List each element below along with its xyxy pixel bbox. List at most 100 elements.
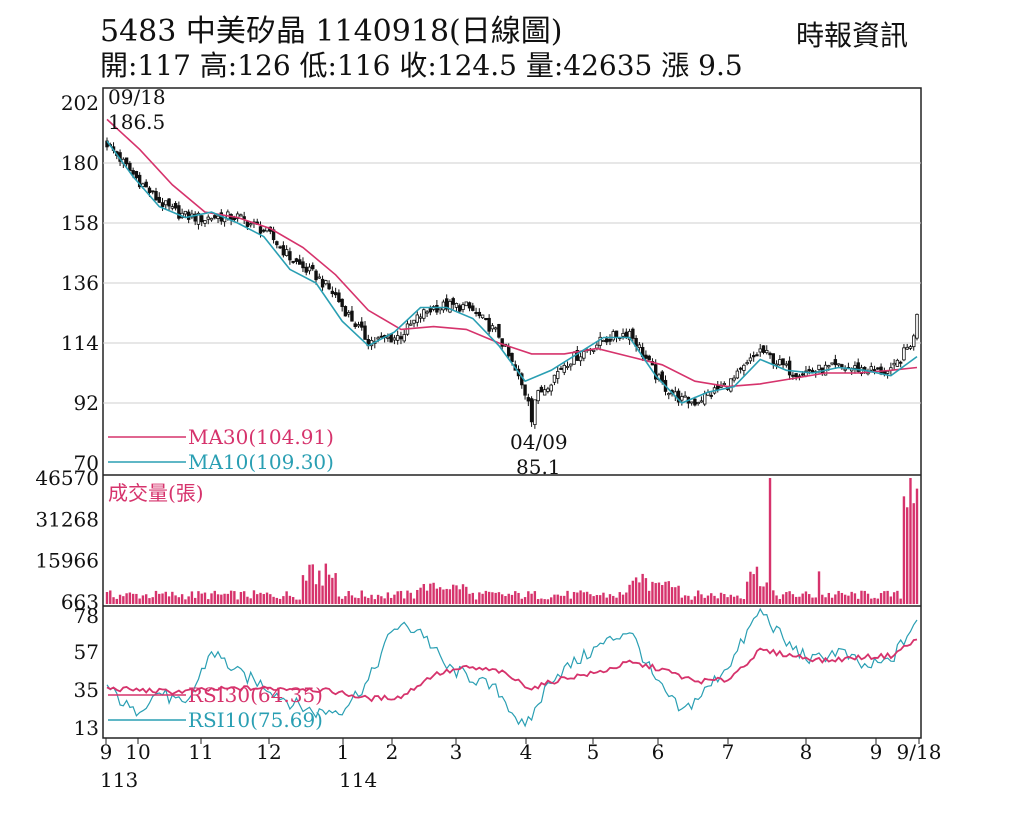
volume-bar bbox=[710, 593, 713, 604]
volume-bar bbox=[406, 590, 409, 604]
candle-body bbox=[895, 359, 900, 367]
candle-body bbox=[363, 325, 367, 340]
candle-body bbox=[196, 212, 201, 225]
candle-body bbox=[523, 384, 527, 396]
candle-body bbox=[703, 393, 707, 405]
volume-bar bbox=[324, 563, 328, 604]
volume-bar bbox=[491, 592, 494, 604]
candle-body bbox=[346, 312, 351, 315]
candle-body bbox=[262, 229, 266, 232]
volume-bar bbox=[693, 596, 697, 604]
candle-body bbox=[477, 311, 482, 317]
candle-body bbox=[157, 196, 161, 203]
candle-body bbox=[258, 226, 263, 234]
volume-bar bbox=[576, 592, 579, 604]
plot-frame bbox=[102, 87, 922, 739]
volume-bar bbox=[487, 591, 491, 604]
x-tick-label: 9 bbox=[870, 740, 883, 764]
volume-bar bbox=[360, 590, 363, 604]
volume-bar bbox=[572, 591, 576, 604]
volume-bar bbox=[497, 592, 501, 604]
volume-tick-label: 663 bbox=[61, 590, 99, 614]
volume-bar bbox=[314, 584, 318, 604]
candle-body bbox=[209, 217, 214, 221]
rsi-tick-label: 78 bbox=[74, 604, 99, 628]
volume-bar bbox=[883, 591, 886, 604]
volume-bar bbox=[824, 597, 827, 604]
volume-bar bbox=[432, 582, 435, 604]
volume-bar bbox=[896, 590, 899, 604]
volume-bar bbox=[559, 595, 563, 604]
volume-bar bbox=[262, 594, 265, 604]
volume-bar bbox=[389, 597, 393, 604]
candle-body bbox=[856, 362, 860, 372]
volume-bar bbox=[840, 592, 844, 604]
candle-body bbox=[667, 393, 671, 396]
volume-bar bbox=[308, 564, 311, 604]
y-tick-label: 158 bbox=[61, 211, 99, 235]
volume-bar bbox=[817, 571, 821, 604]
volume-bar bbox=[180, 594, 184, 604]
volume-bar bbox=[291, 597, 295, 604]
volume-bar bbox=[226, 593, 230, 604]
volume-bar bbox=[109, 590, 112, 604]
x-tick-label: 8 bbox=[800, 740, 813, 764]
volume-bar bbox=[507, 593, 510, 604]
volume-bar bbox=[589, 594, 592, 604]
candle-body bbox=[151, 190, 155, 193]
volume-bar bbox=[801, 593, 804, 604]
candle-body bbox=[755, 354, 759, 357]
candle-body bbox=[317, 276, 321, 279]
volume-bar bbox=[272, 596, 275, 604]
x-tick-label: 5 bbox=[587, 740, 600, 764]
candle-body bbox=[654, 364, 658, 380]
candle-body bbox=[235, 213, 240, 219]
volume-bar bbox=[713, 595, 716, 604]
volume-bar bbox=[363, 596, 367, 604]
volume-bar bbox=[167, 596, 171, 604]
candle-body bbox=[627, 330, 632, 341]
candle-body bbox=[529, 398, 534, 423]
volume-bar bbox=[647, 590, 651, 604]
candle-body bbox=[611, 331, 615, 341]
candle-body bbox=[699, 400, 704, 403]
candle-body bbox=[898, 361, 903, 364]
volume-bar bbox=[631, 580, 635, 604]
volume-bar bbox=[122, 596, 125, 604]
volume-bar bbox=[811, 597, 814, 604]
candle-body bbox=[164, 200, 168, 206]
volume-bar bbox=[236, 599, 239, 604]
candle-body bbox=[203, 220, 207, 224]
volume-bar bbox=[700, 594, 703, 604]
volume-bar bbox=[857, 598, 860, 604]
candle-body bbox=[729, 378, 733, 392]
volume-bar bbox=[585, 591, 589, 604]
candle-body bbox=[771, 353, 775, 365]
year-label: 114 bbox=[339, 768, 377, 792]
candle-body bbox=[605, 338, 609, 343]
candle-body bbox=[154, 191, 158, 201]
volume-bar bbox=[608, 594, 612, 604]
candle-body bbox=[840, 364, 844, 368]
rsi-tick-label: 57 bbox=[74, 640, 99, 664]
volume-bar bbox=[533, 591, 537, 604]
volume-bar bbox=[579, 590, 582, 604]
x-tick-label: 4 bbox=[520, 740, 533, 764]
x-tick-label: 6 bbox=[652, 740, 665, 764]
annotation-date: 04/09 bbox=[510, 430, 568, 454]
volume-bar bbox=[602, 592, 605, 604]
volume-bar bbox=[628, 584, 631, 604]
candle-body bbox=[631, 328, 635, 339]
x-tick-label: 9/18 bbox=[897, 740, 942, 764]
candle-body bbox=[320, 278, 325, 288]
volume-bar bbox=[445, 588, 448, 604]
volume-bar bbox=[305, 580, 308, 604]
chart-title: 5483 中美矽晶 1140918(日線圖) bbox=[100, 14, 563, 49]
volume-bar bbox=[543, 599, 546, 604]
volume-bar bbox=[530, 593, 533, 604]
y-tick-label: 136 bbox=[61, 271, 99, 295]
year-label: 113 bbox=[100, 768, 138, 792]
candle-body bbox=[288, 251, 292, 261]
candle-body bbox=[330, 290, 335, 295]
candle-body bbox=[533, 399, 537, 425]
